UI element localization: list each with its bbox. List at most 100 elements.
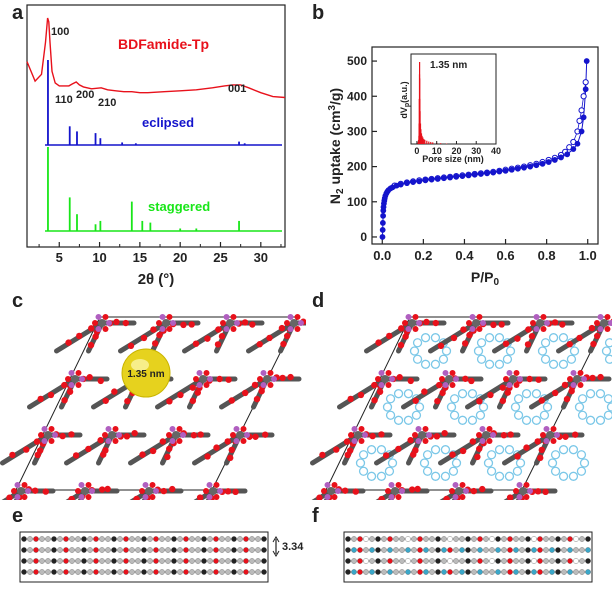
side-view-cell-e xyxy=(19,531,269,583)
framework-node-atom xyxy=(220,320,226,326)
framework-atom xyxy=(249,321,256,328)
framework-atom xyxy=(169,485,176,493)
staggered-layer-atom xyxy=(512,466,523,476)
layer-atom xyxy=(255,569,261,575)
framework-atom xyxy=(214,341,222,348)
staggered-layer-atom xyxy=(382,402,393,412)
framework-node-atom xyxy=(65,376,71,382)
framework-atom xyxy=(588,324,596,332)
layer-atom xyxy=(165,558,171,564)
framework-atom xyxy=(192,340,200,347)
staggered-layer-atom xyxy=(486,450,497,460)
layer-atom xyxy=(345,547,351,553)
layer-atom xyxy=(561,536,567,542)
adsorption-point xyxy=(471,171,478,178)
staggered-layer-atom xyxy=(494,445,505,455)
staggered-layer-atom xyxy=(595,389,606,399)
layer-atom xyxy=(555,569,561,575)
staggered-layer-atom xyxy=(604,354,612,364)
framework-node-atom xyxy=(102,326,109,333)
framework-node-atom xyxy=(176,438,183,445)
staggered-layer-atom xyxy=(606,402,612,412)
staggered-layer-atom xyxy=(358,450,369,460)
pore-size-inset-frame xyxy=(410,53,497,145)
framework-atom xyxy=(376,388,384,395)
peak-label-100: 100 xyxy=(51,26,69,38)
layer-atom xyxy=(105,536,111,542)
layer-atom xyxy=(171,536,177,542)
layer-atom xyxy=(561,558,567,564)
framework-node-atom xyxy=(604,326,611,333)
layer-atom xyxy=(141,569,147,575)
framework-node-atom xyxy=(581,376,587,382)
framework-node-atom xyxy=(385,382,392,389)
layer-atom xyxy=(27,569,33,575)
framework-node-atom xyxy=(416,320,422,326)
interlayer-spacing-label: 3.34 Å xyxy=(282,540,306,553)
framework-atom xyxy=(133,495,140,500)
framework-atom xyxy=(104,485,111,493)
framework-atom xyxy=(283,332,291,340)
staggered-layer-atom xyxy=(411,410,422,420)
framework-node-atom xyxy=(21,494,28,500)
framework-atom xyxy=(407,437,414,444)
framework-atom xyxy=(525,326,532,333)
framework-node-atom xyxy=(142,481,149,488)
framework-node xyxy=(472,319,480,327)
framework-atom xyxy=(382,452,390,459)
layer-atom xyxy=(75,558,81,564)
framework-atom xyxy=(204,453,211,460)
layer-atom xyxy=(573,569,579,575)
staggered-layer-atom xyxy=(422,450,433,460)
layer-atom xyxy=(357,569,363,575)
framework-node-atom xyxy=(476,432,482,438)
framework-node-atom xyxy=(351,438,358,445)
layer-atom xyxy=(135,569,141,575)
layer-atom xyxy=(87,569,93,575)
layer-atom xyxy=(195,558,201,564)
layer-atom xyxy=(51,536,57,542)
framework-node-atom xyxy=(166,432,172,438)
framework-node-atom xyxy=(544,320,550,326)
layer-atom xyxy=(549,547,555,553)
framework-node-atom xyxy=(166,326,173,333)
framework-atom xyxy=(506,494,514,500)
framework-atom xyxy=(68,495,75,500)
framework-node-atom xyxy=(196,369,203,376)
framework-node-atom xyxy=(206,494,213,500)
layer-atom xyxy=(465,569,471,575)
layer-atom xyxy=(147,547,153,553)
framework-node-atom xyxy=(513,382,520,389)
layer-atom xyxy=(555,547,561,553)
staggered-layer-atom xyxy=(548,333,559,343)
pxrd-chart: 5 10 15 20 25 30 BDFamide-Tp 100 110 200 210 … xyxy=(26,4,286,288)
framework-atom xyxy=(466,331,473,339)
framework-node xyxy=(327,487,335,495)
staggered-layer-atom xyxy=(576,466,587,476)
isotherm-x-tick-label: 0.0 xyxy=(373,248,391,263)
layer-atom xyxy=(183,536,189,542)
adsorption-point xyxy=(459,173,466,180)
framework-atom xyxy=(86,374,93,381)
layer-atom xyxy=(381,558,387,564)
pore-sphere-highlight xyxy=(131,359,149,371)
framework-atom xyxy=(443,495,450,500)
framework-node-atom xyxy=(193,376,199,382)
framework-node-atom xyxy=(395,481,402,488)
layer-atom xyxy=(33,569,39,575)
framework-node-atom xyxy=(540,432,546,438)
layer-atom xyxy=(111,558,117,564)
framework-node xyxy=(236,431,244,439)
framework-atom xyxy=(124,397,131,405)
framework-atom xyxy=(514,453,521,460)
layer-atom xyxy=(141,547,147,553)
pxrd-x-axis-label: 2θ (°) xyxy=(138,271,175,288)
layer-atom xyxy=(189,569,195,575)
layer-atom xyxy=(135,558,141,564)
layer-atom xyxy=(477,558,483,564)
framework-atom xyxy=(197,431,204,438)
layer-atom xyxy=(399,547,405,553)
framework-node-atom xyxy=(527,488,533,494)
adsorption-point xyxy=(527,163,534,170)
framework-atom xyxy=(469,438,477,445)
